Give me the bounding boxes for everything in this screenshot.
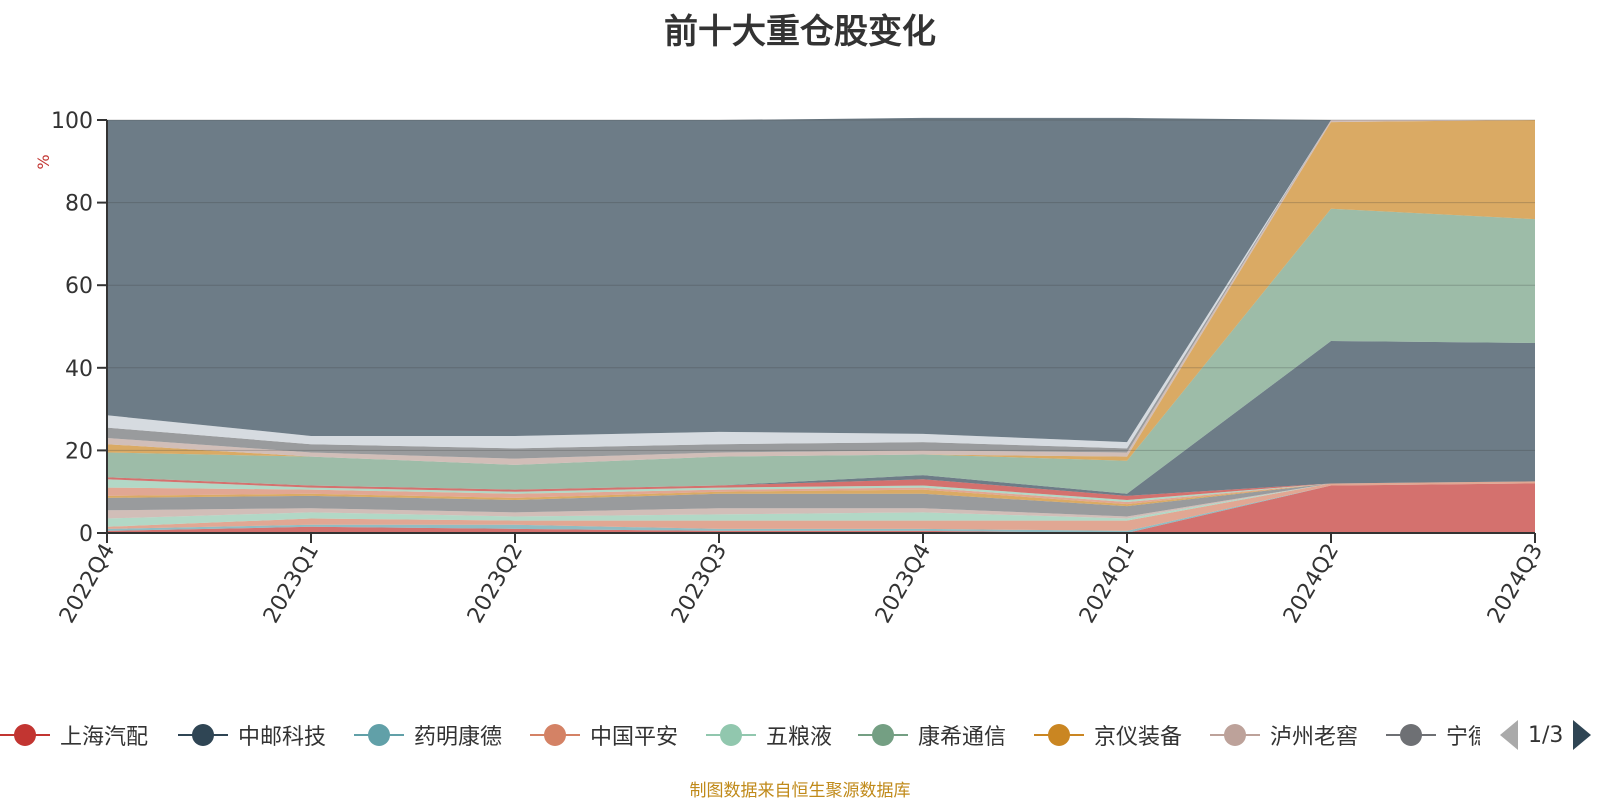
- y-tick-label: 20: [65, 439, 93, 464]
- legend-next-page-icon[interactable]: [1573, 720, 1592, 750]
- legend-pager: 1/3: [1500, 718, 1592, 752]
- area-series-4[interactable]: [107, 481, 1535, 519]
- legend-item[interactable]: 中国平安: [530, 718, 678, 752]
- legend-marker-icon: [1210, 721, 1260, 749]
- legend-page-indicator: 1/3: [1528, 722, 1564, 748]
- legend-item[interactable]: 宁德时代: [1386, 718, 1480, 752]
- area-series-10[interactable]: [107, 340, 1535, 496]
- x-tick-label: 2023Q2: [463, 540, 528, 628]
- area-series-2[interactable]: [107, 481, 1535, 531]
- legend-marker-icon: [1386, 721, 1436, 749]
- legend-marker-icon: [530, 721, 580, 749]
- area-series-1[interactable]: [107, 483, 1535, 533]
- y-tick-label: 100: [51, 109, 93, 134]
- area-series-0[interactable]: [107, 483, 1535, 533]
- x-tick-label: 2023Q4: [871, 540, 936, 628]
- area-series-group: [107, 117, 1535, 533]
- legend-marker-icon: [178, 721, 228, 749]
- legend-label: 京仪装备: [1094, 725, 1183, 750]
- area-series-16[interactable]: [107, 117, 1535, 443]
- area-series-8[interactable]: [107, 479, 1535, 503]
- legend-label: 泸州老窖: [1270, 725, 1359, 750]
- legend-label: 药明康德: [414, 725, 503, 750]
- legend-label: 中国平安: [590, 725, 679, 750]
- x-tick-label: 2022Q4: [55, 540, 120, 628]
- y-tick-label: 0: [79, 522, 93, 547]
- legend-label: 上海汽配: [60, 725, 149, 750]
- y-tick-label: 40: [65, 357, 93, 382]
- legend-item[interactable]: 康希通信: [858, 718, 1006, 752]
- legend-marker-icon: [858, 721, 908, 749]
- chart-title: 前十大重仓股变化: [664, 12, 936, 52]
- legend-marker-icon: [706, 721, 756, 749]
- legend-item[interactable]: 上海汽配: [0, 718, 148, 752]
- area-series-15[interactable]: [107, 120, 1535, 449]
- legend-item[interactable]: 五粮液: [706, 718, 832, 752]
- x-tick-label: 2024Q3: [1483, 540, 1548, 628]
- y-axis-label: %: [34, 154, 53, 169]
- area-series-5[interactable]: [107, 481, 1535, 517]
- legend-prev-page-icon[interactable]: [1500, 720, 1518, 750]
- legend-marker-icon: [354, 721, 404, 749]
- area-series-7[interactable]: [107, 481, 1535, 505]
- legend: 上海汽配 中邮科技 药明康德 中国平安 五粮液 康希通信 京仪装备 泸州老窖 宁德时代: [0, 712, 1480, 758]
- source-note: 制图数据来自恒生聚源数据库: [689, 781, 911, 801]
- x-tick-label: 2023Q1: [259, 540, 324, 628]
- legend-item[interactable]: 中邮科技: [178, 718, 326, 752]
- legend-marker-icon: [0, 721, 50, 749]
- area-series-9[interactable]: [107, 477, 1535, 500]
- legend-label: 康希通信: [918, 725, 1007, 750]
- area-series-12[interactable]: [107, 120, 1535, 465]
- legend-label: 宁德时代: [1446, 725, 1480, 750]
- legend-label: 中邮科技: [238, 725, 327, 750]
- legend-item[interactable]: 药明康德: [354, 718, 502, 752]
- y-tick-label: 80: [65, 192, 93, 217]
- area-series-6[interactable]: [107, 481, 1535, 507]
- y-tick-label: 60: [65, 274, 93, 299]
- x-tick-label: 2023Q3: [667, 540, 732, 628]
- x-tick-label: 2024Q1: [1075, 540, 1140, 628]
- legend-item[interactable]: 京仪装备: [1034, 718, 1182, 752]
- area-series-11[interactable]: [107, 208, 1535, 494]
- legend-label: 五粮液: [766, 725, 833, 750]
- x-tick-label: 2024Q2: [1279, 540, 1344, 628]
- area-series-3[interactable]: [107, 481, 1535, 527]
- legend-item[interactable]: 泸州老窖: [1210, 718, 1358, 752]
- legend-marker-icon: [1034, 721, 1084, 749]
